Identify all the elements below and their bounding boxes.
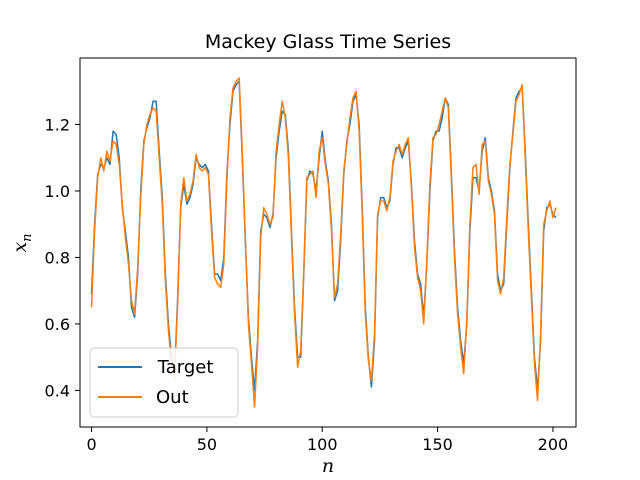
x-tick-label: 200	[538, 435, 569, 454]
chart-title: Mackey Glass Time Series	[205, 31, 451, 53]
y-axis-label-base: x	[9, 242, 31, 253]
y-tick-label: 1.0	[45, 182, 70, 201]
plot-area	[90, 77, 557, 408]
y-axis-label-subscript: n	[20, 233, 35, 241]
y-tick-label: 0.8	[45, 248, 70, 267]
x-tick-label: 150	[422, 435, 453, 454]
y-tick-label: 1.2	[45, 115, 70, 134]
series-line-out	[90, 77, 557, 408]
legend-label-out: Out	[156, 387, 189, 408]
x-tick-label: 100	[307, 435, 338, 454]
axis-ticks: 0 50 100 150 200 0.4 0.6 0.8 1.0 1.2	[45, 115, 569, 454]
y-axis-label: xn	[9, 233, 35, 252]
x-axis-label: n	[322, 455, 334, 477]
x-tick-label: 50	[197, 435, 217, 454]
x-tick-label: 0	[86, 435, 96, 454]
legend-label-target: Target	[152, 357, 213, 378]
legend-box	[89, 347, 239, 418]
y-tick-label: 0.6	[45, 315, 70, 334]
axes-frame	[79, 57, 577, 428]
y-tick-label: 0.4	[45, 381, 70, 400]
legend: Target Out	[89, 347, 239, 418]
